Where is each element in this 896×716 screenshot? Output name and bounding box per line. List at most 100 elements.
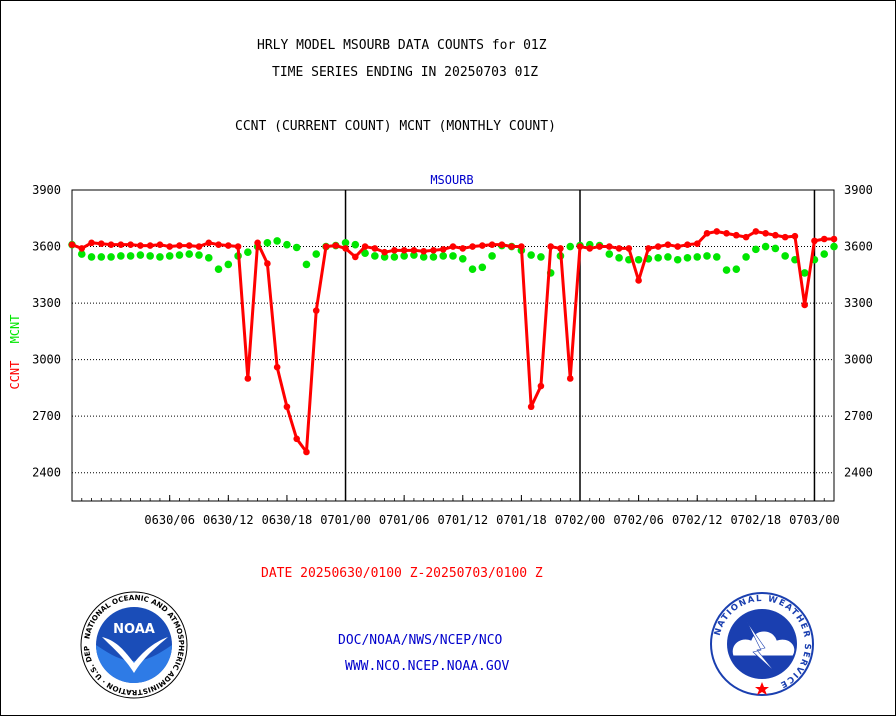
data-point-ccnt [830,235,838,243]
data-point-mcnt [703,252,711,260]
y-tick-label-left: 2700 [32,409,61,423]
data-point-mcnt [683,254,692,262]
y-tick-label-right: 2400 [844,466,873,480]
data-point-mcnt [117,252,125,260]
data-point-ccnt [635,277,642,284]
data-point-mcnt [263,238,272,247]
data-point-mcnt [458,254,467,263]
data-point-mcnt [439,252,448,260]
data-point-ccnt [176,242,183,249]
data-point-ccnt [498,241,506,248]
data-point-mcnt [204,254,213,262]
panel-title: MSOURB [430,173,473,187]
nws-logo: NATIONAL WEATHER SERVICE [710,592,814,696]
data-point-ccnt [98,240,105,248]
data-point-ccnt [664,241,672,248]
data-point-mcnt [771,244,780,253]
data-point-mcnt [273,237,281,245]
data-point-mcnt [761,242,770,251]
data-point-mcnt [302,260,311,269]
data-point-ccnt [801,301,808,309]
data-point-ccnt [713,228,721,235]
y-tick-label-right: 3900 [844,183,873,197]
link-nco-website[interactable]: WWW.NCO.NCEP.NOAA.GOV [345,659,510,674]
data-point-mcnt [87,253,96,261]
data-point-mcnt [312,250,321,258]
data-point-ccnt [88,239,95,247]
data-point-mcnt [283,240,291,249]
data-point-mcnt [605,250,614,258]
data-point-ccnt [645,245,652,252]
data-point-mcnt [429,253,438,261]
data-point-ccnt [742,233,750,241]
data-point-ccnt [244,375,252,382]
x-tick-label: 0702/00 [555,513,606,527]
data-point-mcnt [390,253,399,261]
data-point-ccnt [596,243,603,250]
data-point-mcnt [673,255,682,264]
y-tick-label-left: 3000 [32,353,61,367]
data-point-ccnt [449,243,457,250]
series-line-ccnt [71,229,834,454]
data-point-mcnt [712,253,721,261]
x-tick-label: 0701/18 [496,513,547,527]
data-point-ccnt [381,248,388,256]
x-tick-label: 0630/18 [262,513,313,527]
data-point-mcnt [165,252,174,260]
data-point-ccnt [781,233,789,241]
data-point-mcnt [107,253,115,261]
y-tick-label-left: 3900 [32,183,61,197]
data-point-mcnt [136,251,145,259]
data-point-mcnt [722,266,731,274]
data-point-mcnt [449,252,457,260]
data-point-mcnt [146,252,154,260]
data-point-ccnt [205,239,213,247]
data-point-ccnt [586,245,594,252]
noaa-logo: NATIONAL OCEANIC AND ATMOSPHERIC ADMINIS… [80,591,188,699]
data-point-mcnt [781,252,789,260]
date-range-label: DATE 20250630/0100 Z-20250703/0100 Z [261,566,543,581]
data-point-ccnt [332,242,340,249]
data-point-mcnt [97,253,106,261]
data-point-mcnt [488,252,496,260]
data-point-ccnt [371,245,379,252]
data-point-mcnt [175,251,184,259]
data-point-ccnt [762,230,769,237]
data-point-mcnt [830,242,838,251]
data-point-ccnt [107,241,115,248]
x-tick-label: 0701/12 [437,513,488,527]
chart-subtitle: CCNT (CURRENT COUNT) MCNT (MONTHLY COUNT… [235,119,556,134]
data-point-ccnt [312,307,320,314]
data-point-ccnt [811,237,818,245]
data-point-ccnt [723,230,730,237]
data-point-mcnt [693,253,702,261]
y-tick-label-right: 3000 [844,353,873,367]
data-point-ccnt [254,239,261,247]
data-point-ccnt [508,243,515,250]
y-axis-label-ccnt: CCNT [8,361,22,390]
data-point-ccnt [527,403,535,411]
data-point-ccnt [674,243,681,250]
data-point-mcnt [292,243,301,252]
data-point-mcnt [244,248,252,256]
data-point-ccnt [566,375,574,382]
data-point-ccnt [576,243,584,250]
data-point-ccnt [625,245,633,252]
y-tick-label-right: 3300 [844,296,873,310]
data-point-ccnt [352,253,359,261]
data-point-mcnt [527,251,535,259]
data-point-ccnt [693,240,701,248]
data-point-mcnt [654,254,662,262]
x-tick-label: 0702/12 [672,513,723,527]
data-point-mcnt [351,240,360,249]
data-point-ccnt [293,435,300,443]
link-doc-noaa[interactable]: DOC/NOAA/NWS/NCEP/NCO [338,633,503,648]
data-point-ccnt [615,245,623,252]
data-point-mcnt [410,251,418,259]
data-point-ccnt [537,382,545,390]
data-point-ccnt [166,243,173,250]
data-point-mcnt [664,253,672,261]
data-point-ccnt [469,243,476,250]
x-tick-label: 0701/00 [320,513,371,527]
data-point-ccnt [156,241,164,248]
